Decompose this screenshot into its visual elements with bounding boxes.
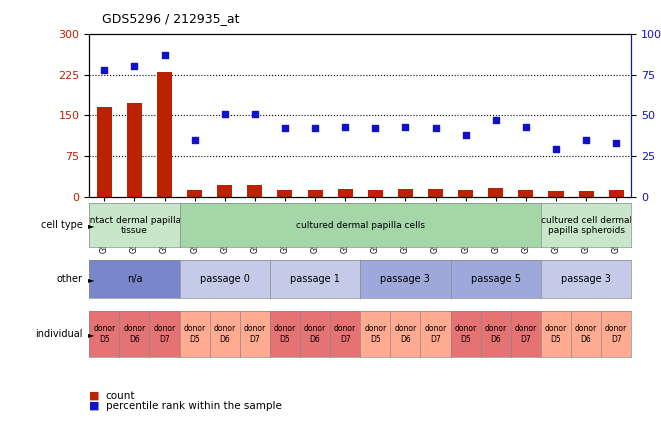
Text: cultured dermal papilla cells: cultured dermal papilla cells (295, 221, 425, 230)
Text: donor
D6: donor D6 (304, 324, 326, 344)
Text: ►: ► (88, 221, 95, 230)
Point (490, 117, 501, 124)
Text: donor
D5: donor D5 (364, 324, 387, 344)
Text: GDS5296 / 212935_at: GDS5296 / 212935_at (102, 12, 240, 25)
Bar (428, 189, 443, 197)
Point (430, 125, 441, 132)
Text: donor
D7: donor D7 (334, 324, 356, 344)
Point (581, 136, 592, 143)
Text: intact dermal papilla
tissue: intact dermal papilla tissue (87, 216, 182, 235)
Text: donor
D7: donor D7 (244, 324, 266, 344)
Point (129, 63, 139, 70)
Bar (187, 190, 202, 197)
Point (340, 123, 350, 130)
Bar (578, 191, 594, 197)
Text: passage 0: passage 0 (200, 274, 250, 284)
Text: donor
D5: donor D5 (455, 324, 477, 344)
Text: passage 5: passage 5 (471, 274, 521, 284)
Bar (307, 190, 323, 197)
Bar (518, 190, 533, 197)
Text: donor
D6: donor D6 (485, 324, 507, 344)
Point (99, 66, 110, 73)
Text: count: count (106, 390, 136, 401)
Text: cell type: cell type (41, 220, 83, 230)
Point (189, 136, 200, 143)
Text: n/a: n/a (127, 274, 142, 284)
Point (400, 123, 410, 130)
Text: donor
D6: donor D6 (124, 324, 145, 344)
Text: donor
D7: donor D7 (153, 324, 176, 344)
Bar (488, 188, 503, 197)
Bar (127, 103, 142, 197)
Text: donor
D6: donor D6 (575, 324, 597, 344)
Point (551, 146, 561, 153)
Text: passage 3: passage 3 (381, 274, 430, 284)
Text: other: other (57, 274, 83, 284)
Text: ►: ► (88, 275, 95, 284)
Text: donor
D5: donor D5 (545, 324, 567, 344)
Point (250, 110, 260, 117)
Text: donor
D5: donor D5 (274, 324, 296, 344)
Text: donor
D5: donor D5 (93, 324, 116, 344)
Point (460, 132, 471, 138)
Bar (338, 189, 353, 197)
Text: ■: ■ (89, 401, 100, 411)
Bar (217, 185, 232, 197)
Text: donor
D6: donor D6 (214, 324, 236, 344)
Text: donor
D7: donor D7 (605, 324, 627, 344)
Point (611, 140, 621, 146)
Bar (368, 190, 383, 197)
Text: donor
D5: donor D5 (184, 324, 206, 344)
Bar (247, 185, 262, 197)
Text: donor
D6: donor D6 (395, 324, 416, 344)
Text: passage 1: passage 1 (290, 274, 340, 284)
Point (159, 52, 170, 58)
Point (521, 123, 531, 130)
Text: donor
D7: donor D7 (515, 324, 537, 344)
Text: individual: individual (35, 329, 83, 339)
Bar (609, 190, 624, 197)
Point (310, 125, 321, 132)
Bar (157, 72, 172, 197)
Text: percentile rank within the sample: percentile rank within the sample (106, 401, 282, 411)
Text: passage 3: passage 3 (561, 274, 611, 284)
Point (280, 125, 290, 132)
Point (370, 125, 381, 132)
Bar (398, 189, 413, 197)
Bar (97, 107, 112, 197)
Bar (549, 191, 563, 197)
Bar (458, 190, 473, 197)
Bar (278, 190, 292, 197)
Text: cultured cell dermal
papilla spheroids: cultured cell dermal papilla spheroids (541, 216, 632, 235)
Text: ►: ► (88, 330, 95, 339)
Point (219, 110, 230, 117)
Text: donor
D7: donor D7 (424, 324, 447, 344)
Text: ■: ■ (89, 390, 100, 401)
